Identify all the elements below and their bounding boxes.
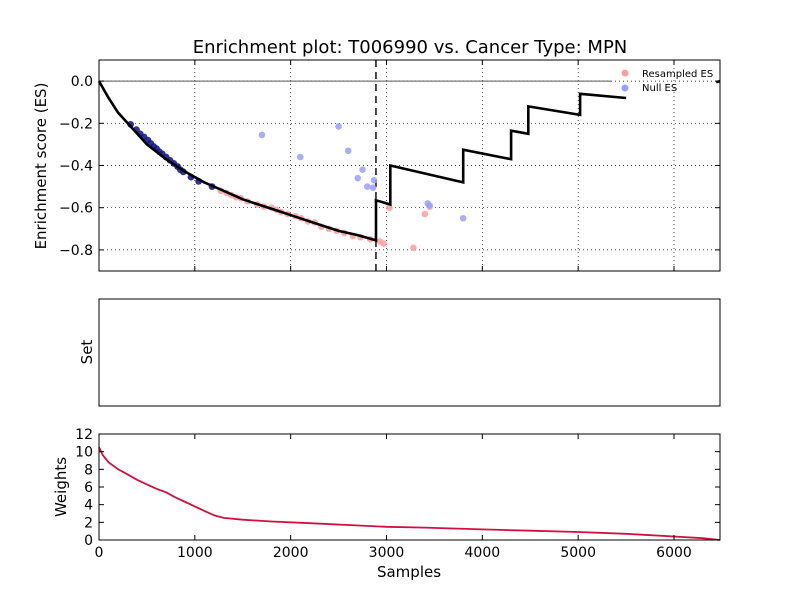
resampled-es-point	[380, 240, 387, 247]
weights-curve	[98, 446, 721, 541]
y-tick-label: −0.4	[59, 159, 93, 175]
y-tick-label: 6	[84, 480, 93, 496]
resampled-es-points	[217, 187, 433, 252]
x-tick-label: 1000	[177, 545, 213, 561]
enrichment-frame	[98, 59, 721, 272]
y-tick-label: 8	[84, 462, 93, 478]
null-es-point	[335, 123, 342, 130]
chart-title: Enrichment plot: T006990 vs. Cancer Type…	[193, 37, 628, 58]
legend: Resampled ES Null ES	[621, 69, 713, 94]
enrichment-y-ticks: 0.0 −0.2 −0.4 −0.6 −0.8	[59, 74, 720, 259]
set-y-label: Set	[78, 340, 96, 365]
y-tick-label: 12	[75, 427, 93, 443]
null-es-point	[370, 176, 378, 184]
y-tick-label: −0.2	[59, 116, 93, 132]
null-es-point	[296, 153, 304, 161]
legend-null-label: Null ES	[642, 83, 677, 94]
null-es-point	[364, 183, 371, 190]
resampled-es-point	[410, 244, 417, 252]
resampled-es-point	[421, 210, 429, 218]
x-tick-label: 4000	[465, 545, 501, 561]
weights-x-ticks: 0 1000 2000 3000 4000 5000 6000	[95, 434, 692, 561]
x-tick-label: 2000	[273, 545, 309, 561]
set-panel: Set	[78, 298, 721, 407]
es-curve-line	[97, 80, 627, 243]
es-curve	[97, 79, 721, 243]
y-tick-label: 0.0	[71, 74, 93, 90]
x-tick-label: 5000	[560, 545, 596, 561]
null-es-points	[258, 123, 467, 222]
y-tick-label: −0.6	[59, 201, 93, 217]
legend-resampled-label: Resampled ES	[642, 69, 713, 80]
x-tick-label: 3000	[369, 545, 405, 561]
x-tick-label: 6000	[656, 545, 692, 561]
y-tick-label: 10	[75, 445, 93, 461]
y-tick-label: 4	[84, 498, 93, 514]
weights-y-label: Weights	[52, 457, 70, 517]
set-frame	[98, 298, 721, 407]
y-tick-label: 2	[84, 515, 93, 531]
null-es-point	[258, 131, 266, 139]
x-axis-label: Samples	[377, 563, 441, 581]
weights-frame	[98, 433, 721, 541]
enrichment-score-panel: 0.0 −0.2 −0.4 −0.6 −0.8 Enrichment score (ES…	[32, 59, 721, 272]
weights-line	[98, 446, 721, 541]
y-tick-label: 0	[84, 533, 93, 549]
enrichment-grid	[99, 60, 720, 271]
null-es-point	[369, 184, 377, 191]
null-es-point	[426, 202, 433, 209]
legend-resampled-marker	[621, 69, 629, 77]
enrichment-x-ticks	[194, 60, 675, 271]
y-tick-label: −0.8	[59, 243, 93, 259]
null-es-point	[459, 214, 467, 222]
null-es-point	[359, 166, 366, 174]
x-tick-label: 0	[95, 545, 104, 561]
enrichment-y-label: Enrichment score (ES)	[32, 83, 50, 250]
null-es-point	[344, 147, 352, 155]
null-es-point	[354, 174, 362, 182]
dense-es-points	[127, 120, 216, 191]
legend-null-marker	[621, 84, 629, 92]
weights-y-ticks: 0 24 6 810 12	[75, 427, 720, 549]
